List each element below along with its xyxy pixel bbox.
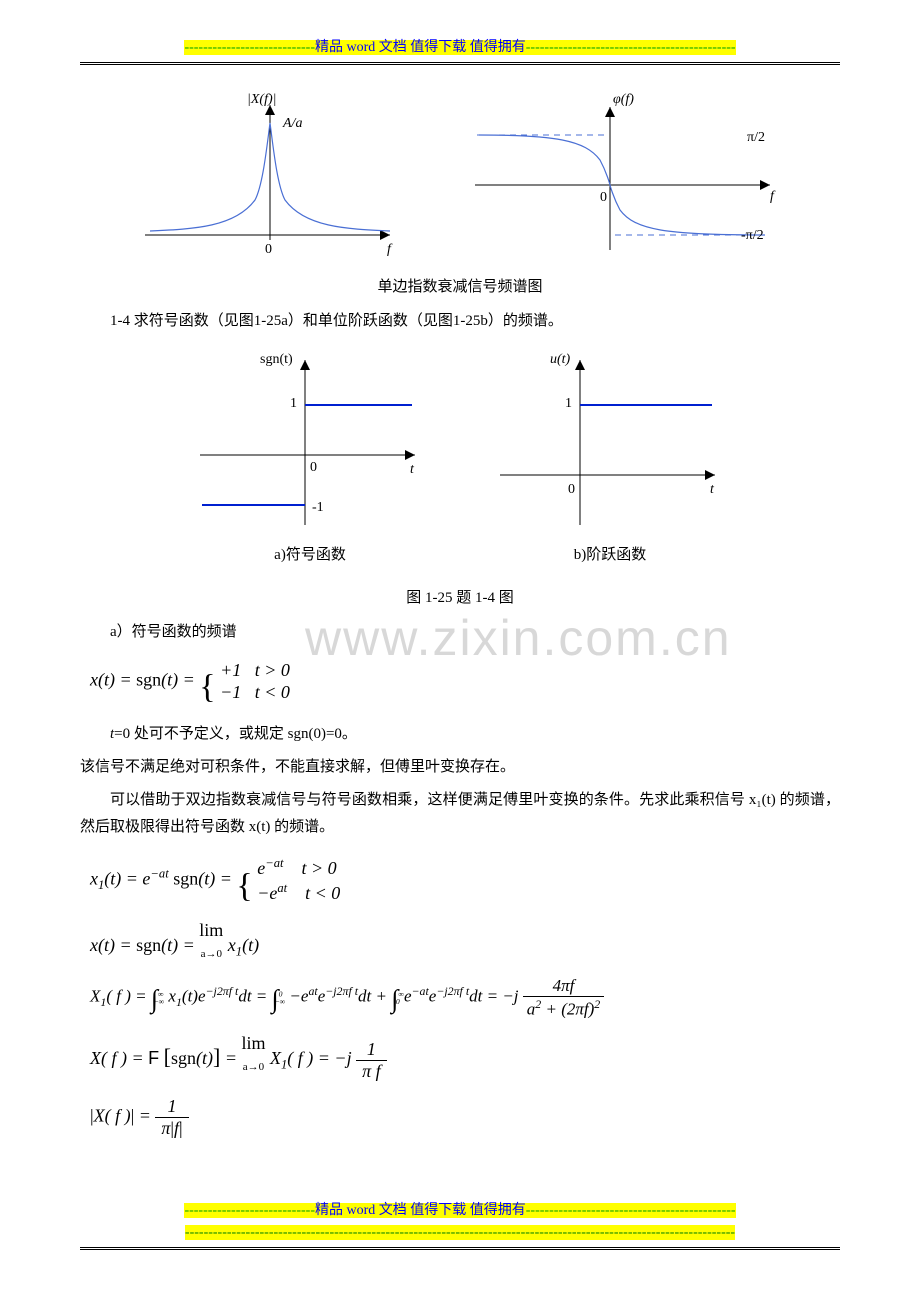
problem-statement: 1-4 求符号函数（见图1-25a）和单位阶跃函数（见图1-25b）的频谱。 <box>80 308 840 335</box>
sgn-chart: sgn(t) 1 -1 0 t <box>190 345 430 535</box>
mag-title: |X(f)| <box>247 92 276 107</box>
sgn-pos: 1 <box>290 396 297 411</box>
bottom-banner-1: ----------------------------精品 word 文档 值… <box>80 1199 840 1219</box>
mag-xlabel: f <box>387 242 393 257</box>
sgn-neg: -1 <box>312 500 324 515</box>
fig125-caption: 图 1-25 题 1-4 图 <box>80 586 840 607</box>
eq-Xf: X( f ) = F [sgn(t)] = lima→0 X1( f ) = −… <box>90 1033 840 1081</box>
step-caption: b)阶跃函数 <box>490 543 730 564</box>
step-origin: 0 <box>568 482 575 497</box>
bbanner-text: 精品 word 文档 值得下载 值得拥有 <box>315 1203 526 1218</box>
phase-title: φ(f) <box>613 92 634 107</box>
top-rule <box>80 62 840 65</box>
banner-text: 精品 word 文档 值得下载 值得拥有 <box>315 40 526 55</box>
mag-origin: 0 <box>265 242 272 257</box>
t0-line-text: =0 处可不予定义，或规定 sgn(0)=0。 <box>114 726 357 742</box>
mag-peak-label: A/a <box>282 116 302 131</box>
section-a: a）符号函数的频谱 <box>80 619 840 646</box>
sgn-step-row: sgn(t) 1 -1 0 t a)符号函数 u(t) <box>80 345 840 576</box>
hint-para: 可以借助于双边指数衰减信号与符号函数相乘，这样便满足傅里叶变换的条件。先求此乘积… <box>80 787 840 841</box>
eq-abs: |X( f )| = 1 π|f| <box>90 1096 840 1139</box>
phase-xlabel: f <box>770 189 776 204</box>
phase-pos: π/2 <box>747 130 765 145</box>
bdashes-left: ---------------------------- <box>184 1203 315 1218</box>
step-title: u(t) <box>550 352 571 367</box>
bdashes-long: ----------------------------------------… <box>185 1225 735 1240</box>
step-xlabel: t <box>710 482 715 497</box>
spectrum-row: |X(f)| A/a 0 f φ(f) π/2 -π/2 <box>80 85 840 265</box>
not-l1-line: 该信号不满足绝对可积条件，不能直接求解，但傅里叶变换存在。 <box>80 754 840 781</box>
eq-x1: x1(t) = e−at sgn(t) = { e−at t > 0 −eat … <box>90 855 840 906</box>
t0-line: t=0 处可不予定义，或规定 sgn(0)=0。 <box>80 721 840 748</box>
spectrum-caption: 单边指数衰减信号频谱图 <box>80 275 840 296</box>
step-chart: u(t) 1 0 t <box>490 345 730 535</box>
top-banner: ----------------------------精品 word 文档 值… <box>80 36 840 56</box>
dashes-right: ----------------------------------------… <box>526 40 736 55</box>
eq-lim: x(t) = sgn(t) = lima→0 x1(t) <box>90 920 840 962</box>
sgn-title: sgn(t) <box>260 352 293 367</box>
phase-chart: φ(f) π/2 -π/2 0 f <box>465 85 785 265</box>
phase-neg: -π/2 <box>741 228 764 243</box>
step-pos: 1 <box>565 396 572 411</box>
bdashes-right: ----------------------------------------… <box>526 1203 736 1218</box>
magnitude-chart: |X(f)| A/a 0 f <box>135 85 405 265</box>
step-block: u(t) 1 0 t b)阶跃函数 <box>490 345 730 576</box>
sgn-block: sgn(t) 1 -1 0 t a)符号函数 <box>190 345 430 576</box>
eq-X1f: X1( f ) = ∫∞−∞ x1(t)e−j2πf tdt = ∫0−∞ −e… <box>90 976 840 1020</box>
eq-xt-sgn: x(t) = sgn(t) = { +1 t > 0 −1 t < 0 <box>90 660 840 707</box>
phase-origin: 0 <box>600 190 607 205</box>
sgn-xlabel: t <box>410 462 415 477</box>
bottom-rule <box>80 1247 840 1250</box>
sgn-origin: 0 <box>310 460 317 475</box>
bottom-banner-2: ----------------------------------------… <box>80 1225 840 1241</box>
sgn-caption: a)符号函数 <box>190 543 430 564</box>
dashes-left: ---------------------------- <box>184 40 315 55</box>
